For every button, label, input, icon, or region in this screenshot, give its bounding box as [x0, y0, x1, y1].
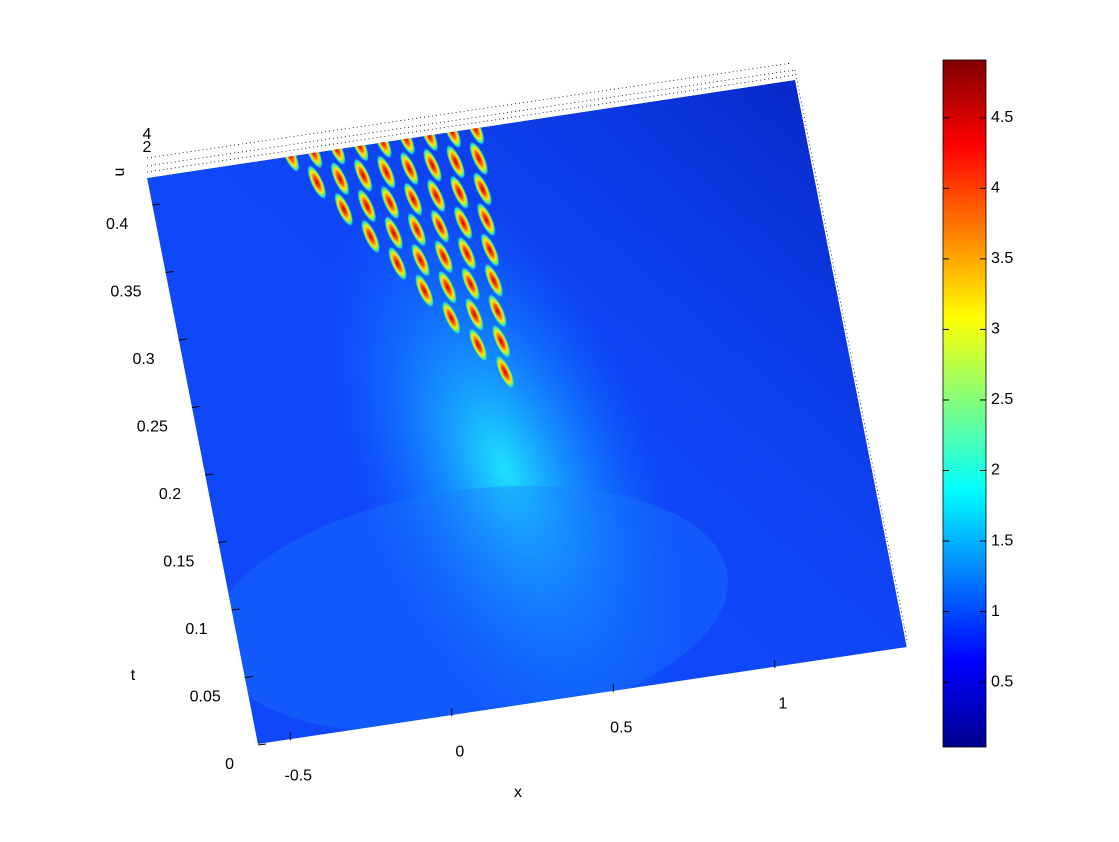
surface-edge: [257, 647, 908, 746]
colorbar-tick-label: 1.5: [991, 532, 1013, 549]
peak: [480, 232, 500, 268]
y-tick: [218, 541, 227, 543]
peak: [469, 141, 489, 176]
surface: [147, 80, 907, 745]
peak: [449, 174, 470, 210]
x-axis-label: x: [514, 784, 522, 801]
peak: [422, 147, 443, 183]
x-tick-label: -0.5: [285, 767, 313, 784]
y-tick-label: 0: [225, 756, 234, 773]
peak: [307, 164, 327, 200]
peak: [487, 293, 508, 329]
y-tick: [152, 203, 161, 206]
y-tick: [205, 473, 214, 476]
y-tick-label: 0.2: [159, 486, 181, 503]
peak: [414, 273, 435, 309]
peak: [476, 202, 496, 237]
colorbar-tick-label: 2: [991, 462, 1000, 479]
peak: [353, 157, 373, 193]
peak: [457, 235, 477, 271]
peak: [360, 218, 381, 254]
y-tick-label: 0.35: [110, 284, 141, 301]
box-lines: [146, 62, 908, 641]
colorbar-tick-label: 4.5: [991, 109, 1013, 126]
peak: [495, 354, 515, 390]
peak: [434, 239, 454, 275]
y-tick-label: 0.4: [106, 216, 128, 233]
colorbar: [942, 59, 987, 748]
peak: [491, 324, 511, 359]
peak: [380, 185, 400, 220]
peak: [399, 151, 420, 187]
peak: [407, 212, 427, 248]
peak: [384, 215, 404, 251]
peak: [357, 188, 377, 224]
z-tick-label: 2: [143, 139, 152, 156]
y-axis-label: t: [131, 667, 136, 684]
y-tick: [257, 743, 267, 746]
peak: [472, 171, 493, 207]
y-tick-label: 0.3: [132, 351, 154, 368]
z-tick-label: 4: [143, 126, 152, 143]
peak: [468, 327, 488, 363]
x-tick-label: 0.5: [610, 719, 632, 736]
y-tick: [191, 406, 200, 408]
peak: [387, 246, 408, 281]
y-tick-label: 0.25: [137, 419, 168, 436]
colorbar-tick-label: 4: [991, 180, 1000, 197]
peak: [445, 144, 466, 180]
peak: [334, 191, 354, 227]
peak: [437, 269, 458, 305]
peak: [376, 154, 396, 190]
peak: [464, 296, 485, 332]
y-tick-label: 0.05: [190, 689, 221, 706]
peak: [426, 178, 446, 214]
peak: [460, 266, 481, 302]
z-axis-label: u: [111, 168, 128, 177]
colorbar-tick-label: 1: [991, 603, 1000, 620]
colorbar-tick-label: 0.5: [991, 673, 1013, 690]
peak: [441, 300, 461, 336]
colorbar-tick-label: 3: [991, 321, 1000, 338]
colorbar-tick-label: 2.5: [991, 391, 1013, 408]
peak: [403, 181, 423, 217]
colorbar-tick-label: 3.5: [991, 250, 1013, 267]
peak: [484, 263, 504, 298]
y-tick: [244, 676, 253, 678]
y-tick: [231, 608, 240, 611]
peak: [430, 208, 450, 244]
peak: [410, 242, 431, 278]
y-tick: [178, 338, 187, 341]
x-tick-label: 1: [778, 695, 787, 712]
y-tick-label: 0.1: [185, 621, 207, 638]
peak: [453, 205, 473, 241]
peak: [330, 161, 350, 197]
x-tick-label: 0: [455, 743, 464, 760]
y-tick-label: 0.15: [163, 554, 194, 571]
y-tick: [165, 271, 174, 273]
